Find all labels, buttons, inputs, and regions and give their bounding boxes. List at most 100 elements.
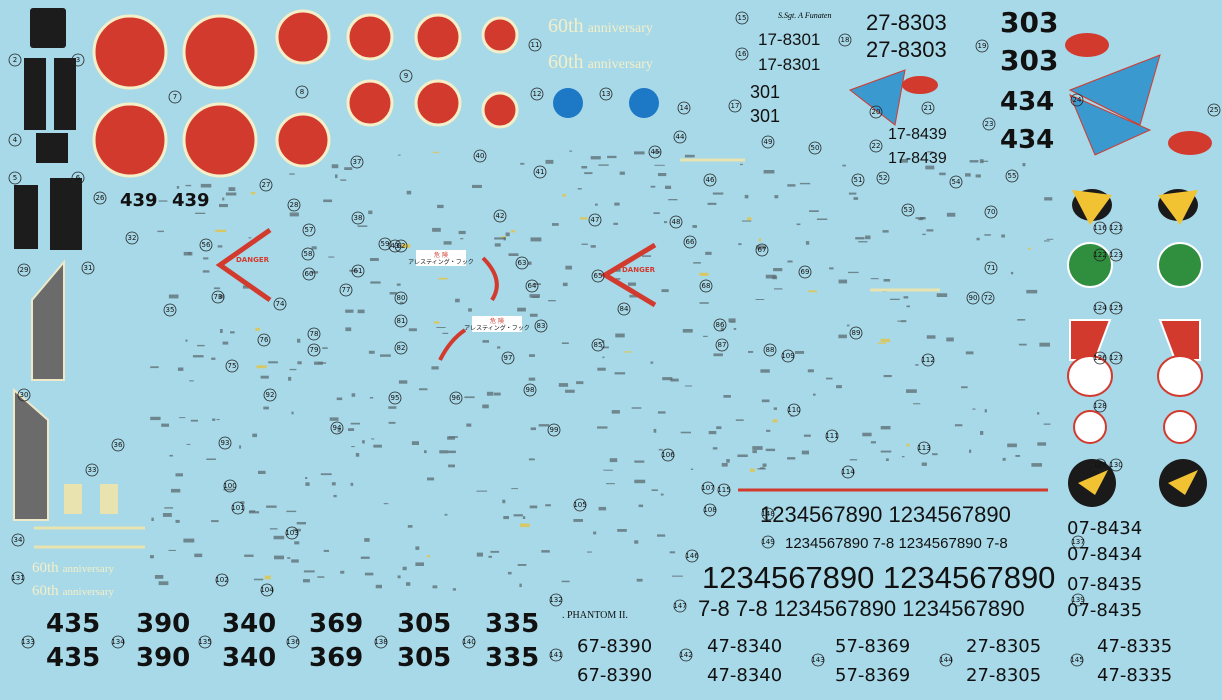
marker-label: 24 <box>1073 96 1082 104</box>
marker-label: 142 <box>679 651 692 659</box>
tail-number: 434 <box>1000 87 1054 117</box>
stencil <box>862 432 872 437</box>
stencil <box>527 261 532 265</box>
stencil <box>161 423 169 427</box>
cockpit-panels <box>14 8 82 250</box>
stencil <box>733 328 737 330</box>
marker-ring <box>8 53 22 67</box>
stencil <box>684 154 695 158</box>
serial: 27-8303 <box>866 37 947 62</box>
stencil <box>1043 423 1051 425</box>
marker-label: 94 <box>333 424 342 432</box>
stencil <box>752 450 757 454</box>
marker-ring <box>302 267 316 281</box>
stencil <box>597 367 606 371</box>
stencil <box>200 183 212 188</box>
stencil <box>705 251 712 255</box>
serial: 57-8369 <box>835 665 910 686</box>
marker-ring <box>163 303 177 317</box>
stencil <box>150 416 161 421</box>
marker-label: 144 <box>939 656 953 664</box>
stencil <box>913 403 921 405</box>
tail-numbers-bottom: 435 435 390 390 340 340 369 369 305 305 … <box>46 609 539 673</box>
stencil <box>176 186 180 189</box>
digit-strip: 1234567890 1234567890 <box>702 560 1055 595</box>
marker-ring <box>1109 221 1123 235</box>
stencil <box>766 429 771 432</box>
stencil <box>984 409 987 413</box>
stencil <box>248 511 260 514</box>
stencil <box>580 217 588 220</box>
stencil <box>981 160 989 162</box>
marker-ring <box>501 351 515 365</box>
stencil <box>552 223 559 226</box>
marker-label: 75 <box>228 362 237 370</box>
stencil <box>488 555 492 558</box>
marker-ring <box>528 38 542 52</box>
stencil <box>175 519 180 523</box>
stencil <box>693 262 701 264</box>
marker-ring <box>17 263 31 277</box>
stencil <box>682 329 693 333</box>
marker-ring <box>8 133 22 147</box>
stencil <box>1010 271 1014 275</box>
stencil <box>756 245 766 250</box>
stencil <box>669 551 676 554</box>
stencil <box>602 356 605 359</box>
stencil <box>507 571 512 575</box>
stencil <box>716 426 722 430</box>
stencil <box>826 377 833 380</box>
marker-ring <box>8 171 22 185</box>
stencil <box>439 450 448 454</box>
marker-ring <box>111 438 125 452</box>
marker-label: 82 <box>397 344 406 352</box>
stencil <box>634 151 645 155</box>
marker-ring <box>683 235 697 249</box>
stencil <box>364 572 374 576</box>
serial: 17-8301 <box>758 30 820 49</box>
marker-ring <box>493 209 507 223</box>
stencil <box>336 397 343 401</box>
stencil <box>692 225 697 228</box>
stencil <box>171 488 181 493</box>
marker-label: 56 <box>202 241 211 249</box>
stencil <box>183 538 195 543</box>
serial: 47-8335 <box>1097 665 1172 686</box>
marker-ring <box>515 256 529 270</box>
marker-ring <box>591 338 605 352</box>
marker-label: 14 <box>680 104 689 112</box>
stencil <box>466 423 472 427</box>
stencil <box>880 426 891 430</box>
warning: DANGER <box>622 266 656 274</box>
stencil <box>345 327 352 332</box>
stencil <box>870 441 876 444</box>
marker-label: 55 <box>1008 172 1017 180</box>
marker-label: 147 <box>673 602 686 610</box>
marker-label: 38 <box>354 214 363 222</box>
stencil <box>565 389 575 393</box>
marker-label: 49 <box>764 138 773 146</box>
stencil <box>738 243 742 246</box>
stencil <box>274 555 284 560</box>
stencil <box>311 246 317 250</box>
stencil <box>926 335 936 339</box>
serial: 27-8305 <box>966 665 1041 686</box>
stencil <box>273 535 285 540</box>
marker-label: 121 <box>1109 224 1122 232</box>
stencil <box>190 419 198 422</box>
stencil <box>742 220 752 222</box>
stencil <box>755 299 765 300</box>
marker-label: 60 <box>305 270 314 278</box>
marker-ring <box>811 653 825 667</box>
stencil <box>433 321 440 324</box>
stencil <box>317 576 325 578</box>
stencil <box>351 393 356 397</box>
stencil <box>388 421 396 424</box>
stencil <box>927 151 934 153</box>
marker-label: 79 <box>310 346 319 354</box>
stencil <box>528 377 536 381</box>
marker-label: 7 <box>173 93 177 101</box>
marker-ring <box>717 483 731 497</box>
stencil <box>464 396 475 399</box>
marker-label: 145 <box>1070 656 1083 664</box>
